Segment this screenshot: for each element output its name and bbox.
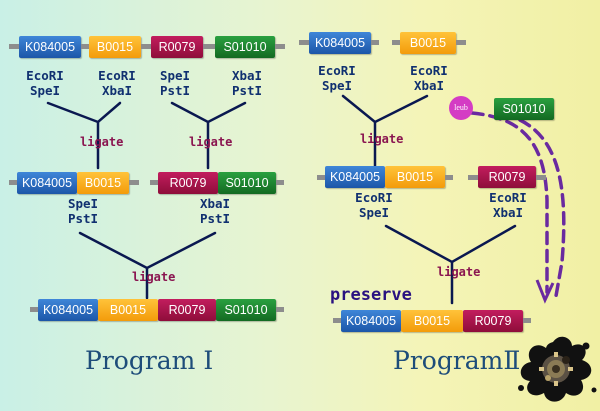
- p1-part-s01010-final: S01010: [216, 299, 276, 321]
- enzyme-label: XbaI: [199, 196, 231, 211]
- backbone-stub: [468, 175, 478, 180]
- p1-cut-label-right-mid: XbaI PstI: [190, 196, 240, 226]
- p1-right-ligate-lines: [170, 101, 247, 124]
- enzyme-label: SpeI: [67, 196, 99, 211]
- p1-part-k084005-top: K084005: [19, 36, 81, 58]
- p2-cut-label-b0015: EcoRI XbaI: [404, 63, 454, 93]
- backbone-stub: [9, 44, 19, 49]
- backbone-stub: [371, 40, 379, 45]
- enzyme-label: PstI: [231, 83, 263, 98]
- p1-bottom-ligate-lines: [78, 231, 217, 270]
- backbone-stub: [9, 180, 17, 185]
- backbone-stub: [81, 44, 89, 49]
- p1-cut-label-k084005: EcoRI SpeI: [20, 68, 70, 98]
- p2-part-s01010-side: S01010: [494, 98, 554, 120]
- p1-part-k084005-mid: K084005: [17, 172, 77, 194]
- enzyme-label: SpeI: [29, 83, 61, 98]
- p2-part-r0079-final: R0079: [463, 310, 523, 332]
- p2-part-k084005-final: K084005: [341, 310, 401, 332]
- s01010-dashed-arrow: [518, 118, 566, 298]
- backbone-stub: [203, 44, 215, 49]
- p2-part-r0079-mid: R0079: [478, 166, 536, 188]
- program-1-title: Program Ⅰ: [85, 346, 214, 375]
- p1-cut-label-b0015: EcoRI XbaI: [92, 68, 142, 98]
- enzyme-label: PstI: [67, 211, 99, 226]
- enzyme-label: EcoRI: [98, 68, 136, 83]
- backbone-stub: [299, 40, 309, 45]
- p2-bottom-ligate-lines: [384, 224, 517, 264]
- p1-ligate-label-right: ligate: [189, 135, 233, 149]
- enzyme-label: XbaI: [231, 68, 263, 83]
- enzyme-label: XbaI: [492, 205, 524, 220]
- p1-part-s01010-mid: S01010: [218, 172, 276, 194]
- backbone-stub: [456, 40, 466, 45]
- enzyme-label: EcoRI: [489, 190, 527, 205]
- p1-cut-label-s01010: XbaI PstI: [222, 68, 272, 98]
- arrowhead: [535, 279, 555, 304]
- backbone-stub: [523, 318, 531, 323]
- backbone-stub: [275, 44, 285, 49]
- enzyme-label: EcoRI: [318, 63, 356, 78]
- p2-ligate-label-top: ligate: [360, 132, 404, 146]
- p1-part-b0015-top: B0015: [89, 36, 141, 58]
- p1-part-r0079-final: R0079: [158, 299, 216, 321]
- p1-ligate-label-bottom: ligate: [132, 270, 176, 284]
- p1-cut-label-r0079: SpeI PstI: [150, 68, 200, 98]
- p2-cut-label-right-mid: EcoRI XbaI: [483, 190, 533, 220]
- p1-part-r0079-mid: R0079: [158, 172, 218, 194]
- p2-part-b0015-final: B0015: [401, 310, 463, 332]
- backbone-stub: [317, 175, 325, 180]
- p1-cut-label-left-mid: SpeI PstI: [58, 196, 108, 226]
- enzyme-label: EcoRI: [355, 190, 393, 205]
- p1-part-b0015-mid: B0015: [77, 172, 129, 194]
- p2-part-k084005-mid: K084005: [325, 166, 385, 188]
- backbone-stub: [129, 180, 139, 185]
- p2-cut-label-left-mid: EcoRI SpeI: [349, 190, 399, 220]
- p1-part-k084005-final: K084005: [38, 299, 98, 321]
- splatter-gear-icon: [518, 336, 597, 402]
- p2-part-b0015-mid: B0015: [385, 166, 445, 188]
- enzyme-label: EcoRI: [410, 63, 448, 78]
- enzyme-label: SpeI: [358, 205, 390, 220]
- p1-part-b0015-final: B0015: [98, 299, 158, 321]
- backbone-stub: [333, 318, 341, 323]
- p2-ligate-label-bottom: ligate: [437, 265, 481, 279]
- program-2-title: ProgramⅡ: [393, 346, 521, 375]
- p1-part-s01010-top: S01010: [215, 36, 275, 58]
- enzyme-label: XbaI: [413, 78, 445, 93]
- enzyme-label: SpeI: [159, 68, 191, 83]
- backbone-stub: [445, 175, 453, 180]
- enzyme-label: PstI: [159, 83, 191, 98]
- p2-part-b0015-top: B0015: [400, 32, 456, 54]
- backbone-stub: [276, 307, 284, 312]
- backbone-stub: [141, 44, 151, 49]
- enzyme-label: EcoRI: [26, 68, 64, 83]
- enzyme-label: SpeI: [321, 78, 353, 93]
- enzyme-label: PstI: [199, 211, 231, 226]
- p1-left-ligate-lines: [46, 101, 122, 124]
- preserve-label: preserve: [330, 285, 412, 305]
- p2-part-k084005-top: K084005: [309, 32, 371, 54]
- leub-dashed-arrow: [470, 111, 549, 294]
- p2-cut-label-k084005: EcoRI SpeI: [312, 63, 362, 93]
- backbone-stub: [150, 180, 158, 185]
- p2-top-ligate-lines: [341, 94, 429, 124]
- backbone-stub: [30, 307, 38, 312]
- backbone-stub: [392, 40, 400, 45]
- backbone-stub: [536, 175, 546, 180]
- p1-part-r0079-top: R0079: [151, 36, 203, 58]
- backbone-stub: [276, 180, 284, 185]
- p1-ligate-label-left: ligate: [80, 135, 124, 149]
- enzyme-label: XbaI: [101, 83, 133, 98]
- leub-marker: leub: [449, 96, 473, 120]
